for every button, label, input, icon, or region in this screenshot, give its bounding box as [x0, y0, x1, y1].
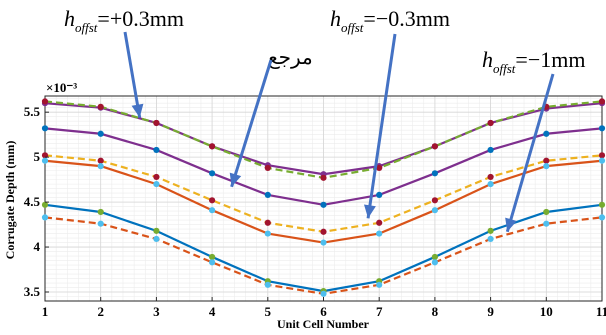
series-5-point — [431, 207, 438, 214]
series-4-point — [598, 152, 606, 159]
series-4-point — [153, 173, 160, 181]
x-tick-label: 9 — [487, 304, 494, 319]
arrow-reference-head — [229, 172, 242, 187]
series-6-point — [41, 201, 49, 208]
x-tick-label: 6 — [320, 304, 327, 319]
series-7-point — [431, 259, 438, 266]
x-tick-label: 4 — [209, 304, 216, 319]
x-tick-label: 1 — [42, 304, 49, 319]
series-5-point — [264, 230, 271, 237]
series-7-point — [376, 281, 383, 288]
x-tick-label: 2 — [97, 304, 104, 319]
arrow-offset-minus-0.3-shaft — [366, 33, 397, 219]
x-tick-label: 3 — [153, 304, 160, 319]
x-tick-label: 5 — [265, 304, 272, 319]
series-7-point — [543, 220, 550, 227]
series-6-point — [97, 208, 104, 216]
series-4-point — [209, 197, 216, 204]
series-4-point — [487, 173, 494, 181]
series-4-point — [264, 219, 271, 226]
series-7-point — [97, 220, 104, 227]
series-3-point — [97, 130, 104, 137]
series-4-point — [431, 197, 438, 204]
arrow-offset-minus-1-shaft — [505, 73, 555, 233]
series-5-point — [598, 157, 606, 164]
series-3-point — [320, 201, 327, 208]
series-5-point — [543, 163, 550, 170]
x-tick-label: 11 — [596, 304, 606, 319]
y-exponent-label: ×10⁻³ — [46, 80, 77, 95]
x-tick-label: 8 — [432, 304, 439, 319]
series-3-point — [376, 191, 383, 199]
series-7-point — [264, 281, 271, 288]
annotation-offset-plus-0.3: hoffst=+0.3mm — [64, 6, 184, 35]
y-tick-label: 3.5 — [24, 284, 41, 299]
series-3-point — [209, 170, 216, 177]
series-2-point — [41, 98, 49, 105]
series-5-point — [41, 157, 49, 164]
series-2-point — [487, 119, 494, 127]
series-7-point — [487, 235, 494, 243]
arrow-offset-minus-1-head — [505, 217, 517, 232]
annotation-offset-minus-1: hoffst=−1mm — [482, 47, 585, 76]
series-3-point — [431, 170, 438, 177]
series-7-point — [320, 290, 327, 297]
series-7-point — [153, 235, 160, 243]
series-7-point — [598, 214, 606, 221]
series-2-point — [320, 174, 327, 181]
x-axis-title: Unit Cell Number — [277, 317, 370, 331]
arrow-reference-shaft — [230, 59, 273, 188]
series-2-point — [97, 103, 104, 110]
arrow-offset-minus-0.3-head — [364, 204, 376, 219]
series-6-point — [543, 208, 550, 216]
series-3-point — [487, 146, 494, 154]
series-4-point — [320, 228, 327, 235]
series-3-point — [153, 146, 160, 154]
series-5-point — [97, 163, 104, 170]
y-tick-label: 4 — [34, 239, 41, 254]
y-axis-title: Corrugate Depth (mm) — [3, 141, 17, 260]
y-tick-label: 5.5 — [24, 104, 41, 119]
series-2-point — [598, 98, 606, 105]
series-5-point — [320, 239, 327, 246]
series-3-point — [598, 125, 606, 132]
series-6-point — [431, 253, 438, 261]
series-2-point — [209, 143, 216, 150]
series-3-point — [41, 125, 49, 132]
x-tick-label: 10 — [540, 304, 553, 319]
annotation-arrows — [123, 31, 555, 233]
y-tick-label: 5 — [34, 149, 41, 164]
y-tick-labels: 3.5 4 4.5 5 5.5 — [24, 104, 49, 299]
series-6-point — [209, 253, 216, 261]
series-5-point — [153, 181, 160, 188]
series-7-point — [209, 259, 216, 266]
series-2-point — [153, 119, 160, 127]
arrow-offset-plus-0.3-head — [131, 103, 144, 118]
x-tick-labels: 1 2 3 4 5 6 7 8 9 10 11 — [42, 297, 606, 319]
series-5-point — [209, 207, 216, 214]
series-7-point — [41, 214, 49, 221]
series-2-point — [376, 164, 383, 172]
annotation-reference: مرجع — [268, 45, 313, 69]
series-2-point — [264, 164, 271, 172]
series-6-point — [153, 227, 160, 234]
y-tick-label: 4.5 — [24, 194, 41, 209]
series-4-point — [97, 157, 104, 164]
series-3-point — [543, 130, 550, 137]
arrow-offset-plus-0.3-shaft — [123, 31, 142, 118]
series-5-point — [487, 181, 494, 188]
series-3-point — [264, 191, 271, 199]
series-2-point — [431, 143, 438, 150]
x-tick-label: 7 — [376, 304, 383, 319]
annotation-offset-minus-0.3: hoffst=−0.3mm — [330, 6, 450, 35]
series-5-point — [376, 230, 383, 237]
series-6-point — [487, 227, 494, 234]
series-4-point — [376, 219, 383, 226]
series-6-point — [598, 201, 606, 208]
series-4-point — [543, 157, 550, 164]
